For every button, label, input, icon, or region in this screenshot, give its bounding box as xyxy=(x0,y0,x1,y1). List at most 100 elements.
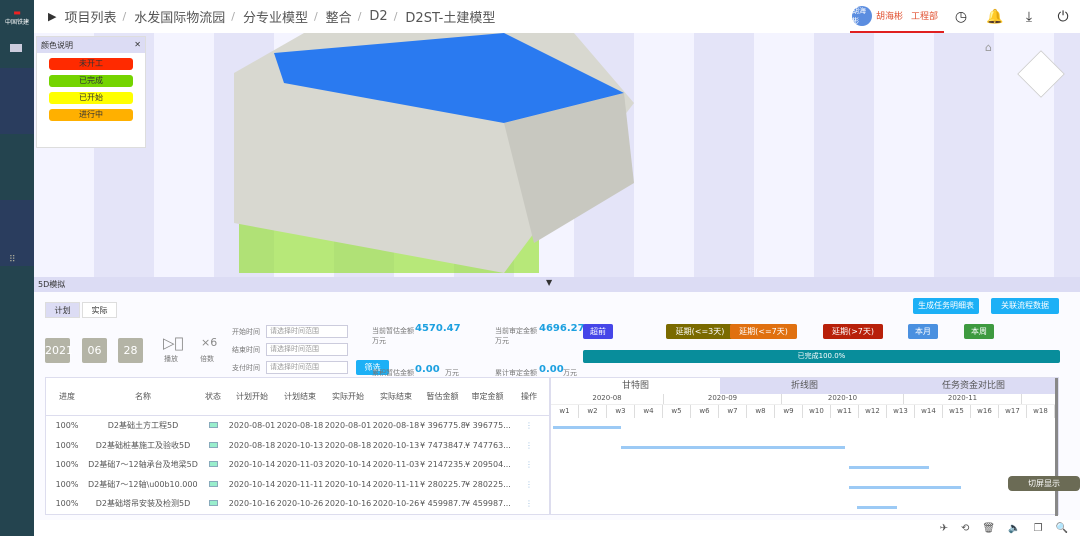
power-icon[interactable]: ⏻ xyxy=(1057,8,1069,25)
home-icon[interactable]: ⌂ xyxy=(985,41,992,54)
breadcrumb-item[interactable]: 整合 xyxy=(325,11,352,26)
screen-display-button[interactable]: 切屏显示 xyxy=(1008,476,1080,491)
pay-time-input[interactable]: 请选择时间范围 xyxy=(266,361,348,374)
table-cell: D2基础土方工程5D xyxy=(107,421,179,431)
week-label: w8 xyxy=(747,405,775,418)
table-cell: ¥ 396775... xyxy=(465,421,510,431)
week-label: w13 xyxy=(887,405,915,418)
collapse-icon[interactable]: ▼ xyxy=(546,278,553,287)
end-time-input[interactable]: 请选择时间范围 xyxy=(266,343,348,356)
row-actions[interactable]: ⋮ xyxy=(525,440,533,450)
this-week-button[interactable]: 本周 xyxy=(964,324,994,339)
table-cell: 2020-11-11 xyxy=(372,479,420,489)
legend-item-completed: 已完成 xyxy=(49,75,133,87)
col-header: 审定金额 xyxy=(471,392,504,401)
row-actions[interactable]: ⋮ xyxy=(525,421,533,431)
table-cell: 2020-08-18 xyxy=(372,421,420,431)
table-row[interactable]: 100% D2基础塔吊安装及检测5D 2020-10-16 2020-10-26 202… xyxy=(46,494,549,514)
week-label: w12 xyxy=(859,405,887,418)
user-menu[interactable]: 胡海彬 胡海彬 工程部 xyxy=(849,0,944,33)
cum-est-value: 0.00 xyxy=(415,364,440,375)
table-cell: 100% xyxy=(55,479,79,489)
start-time-input[interactable]: 请选择时间范围 xyxy=(266,325,348,338)
est-amount-value: 4570.47 xyxy=(415,323,461,334)
search-icon[interactable]: 🔍 xyxy=(1055,522,1068,534)
legend-title: 颜色说明 xyxy=(41,41,73,50)
gantt-bar[interactable] xyxy=(621,446,845,449)
est-amount-label: 当前暂估金额 xyxy=(372,327,414,335)
copy-icon[interactable]: ❐ xyxy=(1033,522,1043,534)
breadcrumb-item[interactable]: 项目列表 xyxy=(64,11,117,26)
table-cell: ¥ 396775.84 xyxy=(420,421,465,431)
sidebar-item-model[interactable] xyxy=(10,44,22,52)
audit-amount-value: 4696.27 xyxy=(539,323,585,334)
col-header: 实际结束 xyxy=(380,392,412,401)
table-cell: 100% xyxy=(55,440,79,450)
month-label: 2020-11 xyxy=(904,394,1022,404)
cum-audit-label: 累计审定金额 xyxy=(495,369,537,377)
rotate-icon[interactable]: ⟲ xyxy=(961,522,970,534)
breadcrumb-item[interactable]: D2 xyxy=(369,9,388,24)
user-name: 胡海彬 xyxy=(875,12,903,22)
gantt-bar[interactable] xyxy=(857,506,897,509)
speed-value[interactable]: ×6 xyxy=(201,336,218,349)
rocket-icon[interactable]: ✈ xyxy=(939,522,949,534)
download-icon[interactable]: ⤓ xyxy=(1025,8,1033,25)
year-box: 2021 xyxy=(45,338,73,363)
tab-actual[interactable]: 实际 xyxy=(82,302,117,318)
table-row[interactable]: 100% D2基础土方工程5D 2020-08-01 2020-08-18 2020-0… xyxy=(46,416,549,436)
bell-icon[interactable]: 🔔 xyxy=(986,8,1004,25)
tab-task-fund-compare[interactable]: 任务资金对比图 xyxy=(889,378,1058,394)
filter-label: 支付时间 xyxy=(232,364,260,372)
generate-task-detail-button[interactable]: 生成任务明细表 xyxy=(913,298,979,314)
this-month-button[interactable]: 本月 xyxy=(908,324,938,339)
volume-icon[interactable]: 🔈 xyxy=(1008,522,1021,534)
row-actions[interactable]: ⋮ xyxy=(525,499,533,509)
breadcrumb-item[interactable]: 分专业模型 xyxy=(242,11,308,26)
link-process-data-button[interactable]: 关联流程数据 xyxy=(991,298,1059,314)
gantt-scrollbar[interactable] xyxy=(1055,378,1058,516)
status-ahead-button[interactable]: 超前 xyxy=(583,324,613,339)
status-delay-over-7-button[interactable]: 延期(>7天) xyxy=(823,324,883,339)
sidebar-item-4[interactable]: ⠿ xyxy=(0,200,34,266)
gantt-bar[interactable] xyxy=(849,466,929,469)
close-icon[interactable]: ✕ xyxy=(134,40,141,49)
table-cell: D2基础7～12轴\u00b10.000以... xyxy=(88,479,198,489)
status-delay-3-button[interactable]: 延期(<=3天) xyxy=(666,324,734,339)
row-actions[interactable]: ⋮ xyxy=(525,460,533,470)
status-delay-7-button[interactable]: 延期(<=7天) xyxy=(730,324,797,339)
sidebar: ▬ 中国铁建 ⠿ xyxy=(0,0,34,536)
3d-viewport[interactable]: ⌂ xyxy=(34,33,1080,277)
legend-item-not-started: 未开工 xyxy=(49,58,133,70)
brand-logo: ▬ 中国铁建 xyxy=(4,7,29,26)
filter-button[interactable]: 筛选 xyxy=(356,360,389,375)
week-label: w2 xyxy=(579,405,607,418)
trash-icon[interactable]: 🗑 xyxy=(982,522,996,534)
table-row[interactable]: 100% D2基础桩基施工及验收5D 2020-08-18 2020-10-13 202… xyxy=(46,436,549,456)
tab-line-chart[interactable]: 折线图 xyxy=(720,378,889,394)
col-header: 实际开始 xyxy=(332,392,364,401)
table-cell: 2020-10-14 xyxy=(324,460,372,470)
table-cell: ¥ 209504... xyxy=(465,460,510,470)
view-cube[interactable] xyxy=(1017,50,1065,98)
status-icon xyxy=(198,421,228,430)
week-label: w3 xyxy=(607,405,635,418)
table-cell: 2020-10-14 xyxy=(228,479,276,489)
table-cell: 100% xyxy=(55,499,79,509)
clock-icon[interactable]: ◷ xyxy=(954,8,968,25)
gantt-bar[interactable] xyxy=(849,486,961,489)
week-label: w11 xyxy=(831,405,859,418)
week-label: w15 xyxy=(943,405,971,418)
tab-plan[interactable]: 计划 xyxy=(45,302,80,318)
sidebar-item-2[interactable] xyxy=(0,68,34,134)
tab-gantt[interactable]: 甘特图 xyxy=(551,378,720,394)
status-icon xyxy=(198,499,228,508)
gantt-bar[interactable] xyxy=(553,426,621,429)
table-row[interactable]: 100% D2基础7～12轴\u00b10.000以... 2020-10-14 20… xyxy=(46,475,549,495)
table-row[interactable]: 100% D2基础7～12轴承台及地梁5D 2020-10-14 2020-11-03… xyxy=(46,455,549,475)
row-actions[interactable]: ⋮ xyxy=(525,479,533,489)
play-icon[interactable]: ▷⃝ xyxy=(163,334,184,352)
table-cell: 2020-11-03 xyxy=(372,460,420,470)
col-header: 暂估金额 xyxy=(426,392,459,401)
breadcrumb-item[interactable]: 水发国际物流园 xyxy=(134,11,226,26)
